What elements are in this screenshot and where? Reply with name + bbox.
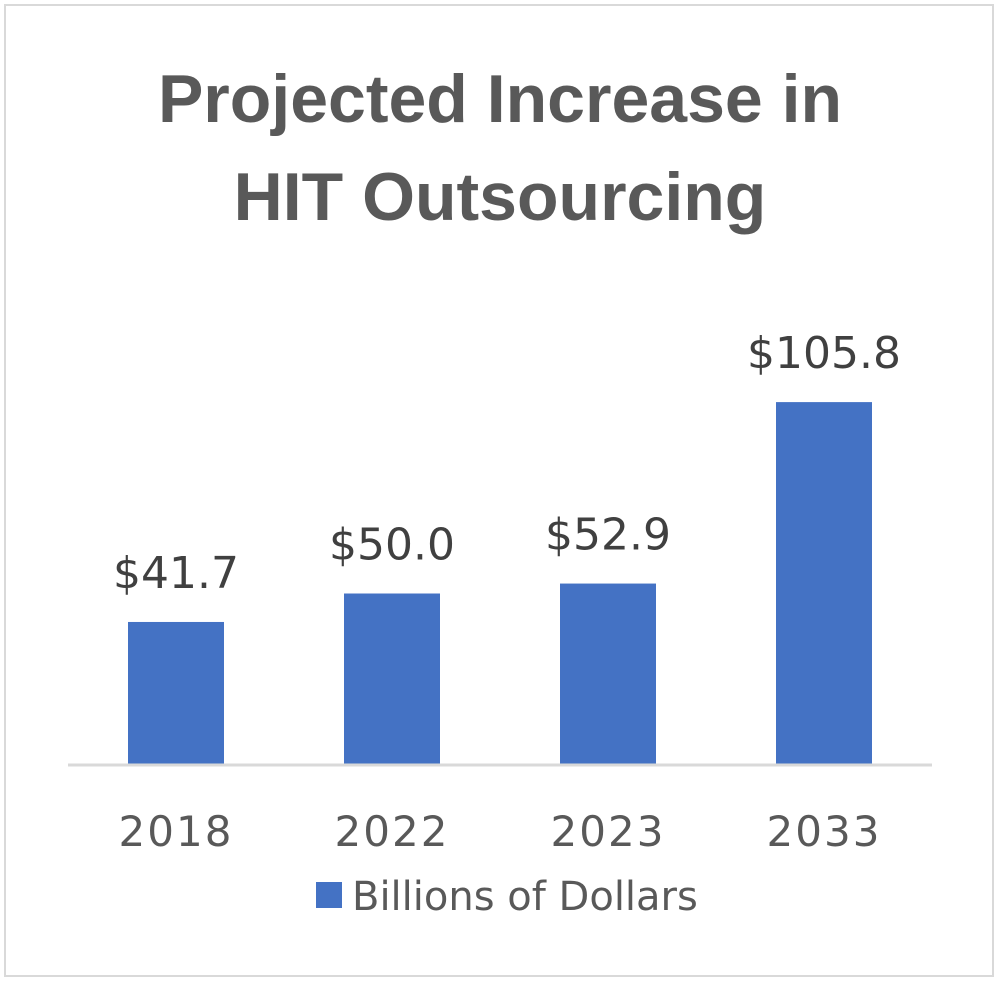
bars-group: $41.7 $50.0 $52.9 $105.8 bbox=[113, 328, 901, 765]
data-label-2018: $41.7 bbox=[113, 548, 239, 599]
x-tick-2022: 2022 bbox=[335, 807, 450, 856]
bar-2023 bbox=[560, 583, 656, 765]
bar-2022 bbox=[344, 593, 440, 765]
x-tick-2033: 2033 bbox=[767, 807, 882, 856]
x-tick-labels: 2018 2022 2023 2033 bbox=[119, 807, 882, 856]
bar-2033 bbox=[776, 402, 872, 765]
legend-label: Billions of Dollars bbox=[352, 874, 698, 920]
chart-title-line-1: Projected Increase in bbox=[158, 61, 842, 137]
data-label-2023: $52.9 bbox=[545, 510, 671, 561]
bar-2018 bbox=[128, 621, 224, 765]
data-label-2033: $105.8 bbox=[747, 328, 901, 379]
chart-title-line-2: HIT Outsourcing bbox=[234, 159, 767, 235]
legend: Billions of Dollars bbox=[316, 874, 698, 920]
x-tick-2023: 2023 bbox=[551, 807, 666, 856]
data-label-2022: $50.0 bbox=[329, 520, 455, 571]
legend-swatch bbox=[316, 882, 342, 908]
x-tick-2018: 2018 bbox=[119, 807, 234, 856]
